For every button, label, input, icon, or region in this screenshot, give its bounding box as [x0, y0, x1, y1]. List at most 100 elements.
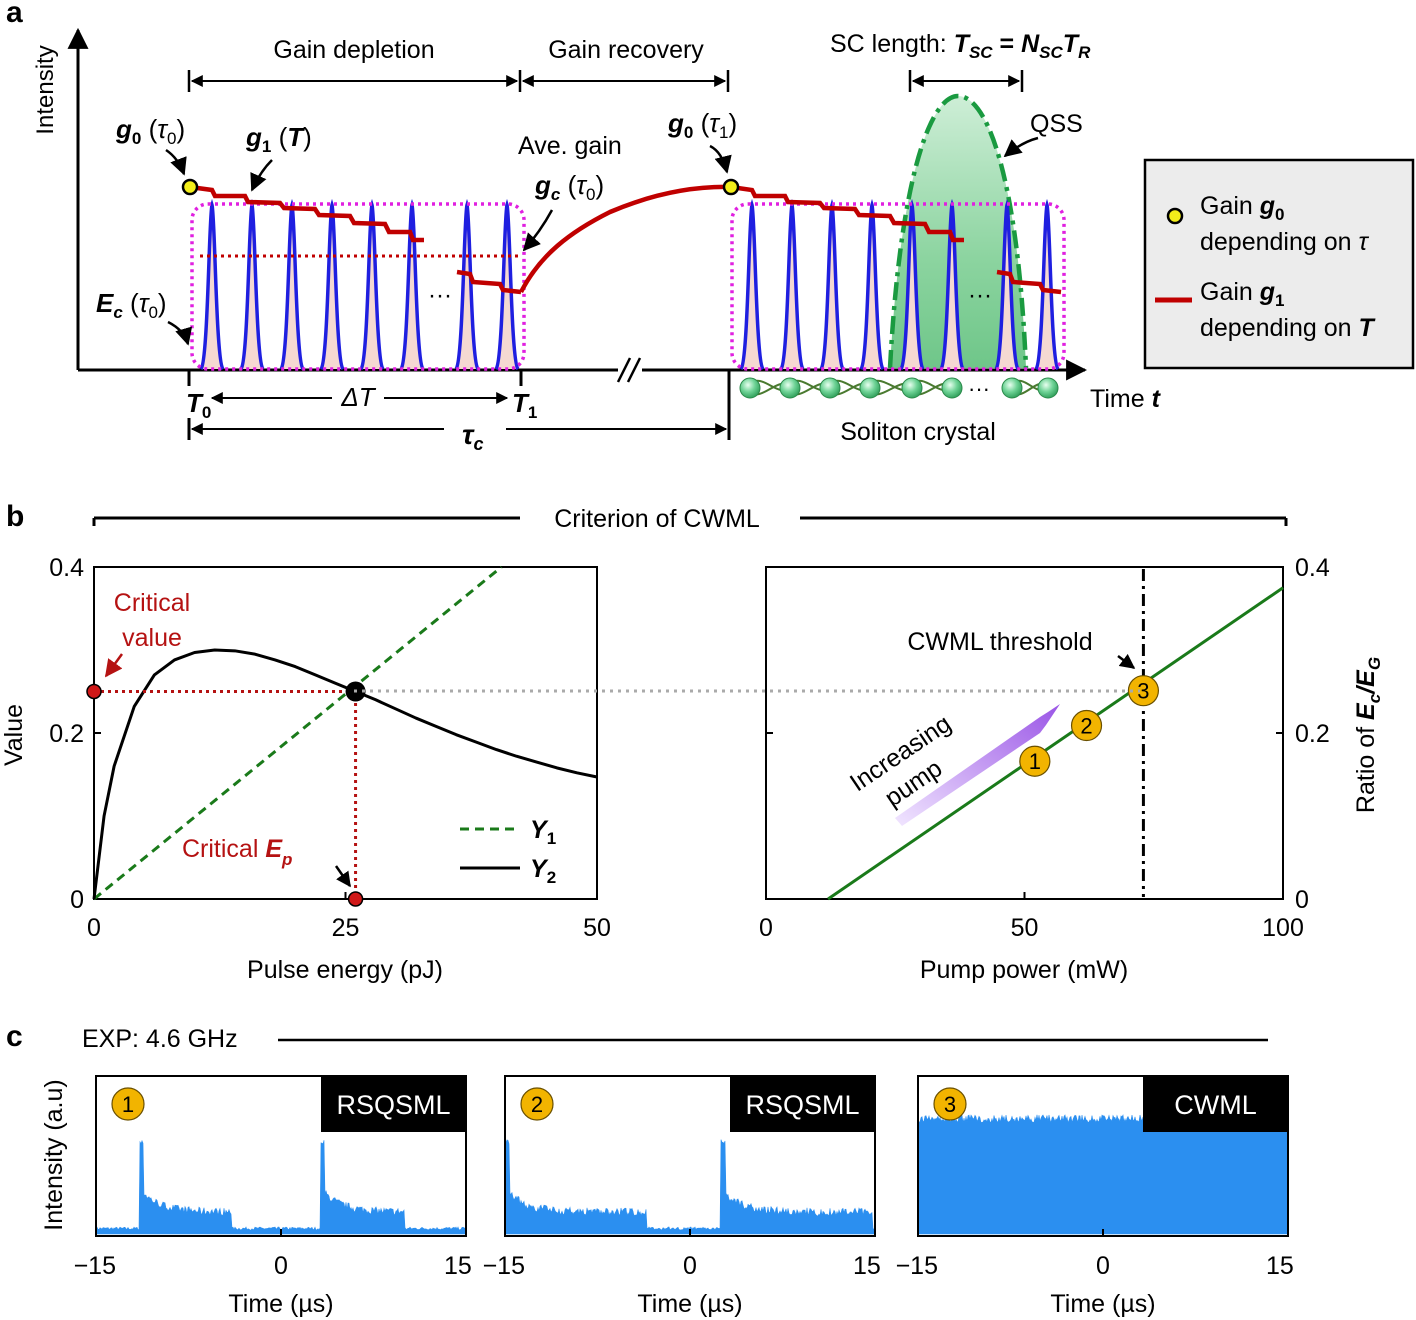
exp-badge-label-3: 3 [944, 1092, 956, 1117]
exp-mode-tag-2: RSQSML [745, 1090, 859, 1120]
qss-label: QSS [1030, 110, 1083, 138]
legend-y2-label: Y2 [530, 855, 556, 887]
b-left-xticklabel-2: 50 [583, 914, 611, 942]
exp-xticklabel-1-1: 0 [274, 1252, 288, 1280]
b-right-xticklabel-2: 100 [1262, 914, 1304, 942]
sc-length-label: SC length: TSC = NSCTR [830, 30, 1091, 62]
panel-b: b Criterion of CWML 0 25 50 0 0.2 0.4 Pulse e… [0, 500, 1384, 984]
g1-curve-left-end [456, 269, 522, 295]
ellipsis-right: ··· [968, 282, 992, 309]
g1-T-label: g1 (T) [245, 122, 312, 156]
exp-xticklabel-3-1: 0 [1096, 1252, 1110, 1280]
legend-g0-line1: Gain g0 [1200, 192, 1285, 224]
soliton-5 [941, 377, 963, 399]
series-y2-line [92, 648, 598, 900]
pulse-train-left [199, 198, 520, 371]
critical-value-marker [86, 683, 102, 700]
c-subplots: −15 0 15 Time (µs) 1 RSQSML −15 0 15 Time (µs) 2 RS… [74, 1075, 1294, 1318]
legend-g1-line2: depending on T [1200, 314, 1376, 342]
legend-a: Gain g0 depending on τ Gain g1 depending… [1143, 158, 1415, 370]
exp-mode-tag-bg-3 [1143, 1076, 1288, 1132]
exp-xticklabel-1-2: 15 [444, 1252, 472, 1280]
legend-g1-line1: Gain g1 [1200, 278, 1285, 310]
Ec-tau0-label: Ec (τ0) [96, 288, 167, 322]
pump-point-label-1: 1 [1029, 749, 1041, 774]
qss-outline [887, 93, 1029, 369]
gain-recovery-curve [518, 184, 732, 294]
soliton-3 [859, 377, 881, 399]
cwml-threshold-label: CWML threshold [907, 628, 1092, 656]
soliton-1 [779, 377, 801, 399]
b-right-plot: 1 2 3 [827, 569, 1284, 901]
T0-label: T0 [186, 388, 211, 422]
panel-a: a Intensity Time t Gain depletion Gain r… [6, 0, 1415, 454]
gain-recovery-label: Gain recovery [548, 36, 704, 64]
pump-arrow [895, 704, 1060, 826]
exp-xticklabel-2-1: 0 [683, 1252, 697, 1280]
exp-badge-1 [111, 1087, 145, 1121]
b-left-yticklabel-1: 0.2 [49, 720, 84, 748]
exp-xticklabel-1-0: −15 [74, 1252, 116, 1280]
exp-mode-tag-bg-2 [730, 1076, 875, 1132]
qss-envelope [890, 96, 1026, 368]
exp-subplot-3: −15 0 15 Time (µs) 3 CWML [896, 1075, 1294, 1318]
g0-tau1-dot [722, 178, 740, 196]
T1-label: T1 [512, 388, 537, 422]
critical-value-line2: value [122, 624, 182, 652]
criterion-title: Criterion of CWML [554, 505, 760, 533]
pump-point-3 [1127, 675, 1160, 707]
pulse-3 [319, 198, 345, 371]
exp-badge-3 [933, 1087, 967, 1121]
b-left-ylabel: Value [0, 704, 28, 766]
b-right-yticklabel-2: 0.4 [1295, 554, 1330, 582]
exp-subplot-2: −15 0 15 Time (µs) 2 RSQSML [483, 1075, 881, 1318]
exp-xlabel-1: Time (µs) [228, 1290, 333, 1318]
exp-mode-tag-bg-1 [321, 1076, 466, 1132]
pump-point-label-2: 2 [1080, 714, 1092, 739]
b-right-xticklabel-1: 50 [1011, 914, 1039, 942]
g0-tau0-label: g0 (τ0) [115, 114, 185, 148]
b-left-yticklabel-2: 0.4 [49, 554, 84, 582]
pulse-3 [859, 198, 885, 371]
axis-break [616, 357, 642, 383]
g1-curve-right [730, 184, 964, 243]
c-ylabel: Intensity (a.u) [40, 1079, 68, 1230]
gc-tau0-label: gc (τ0) [534, 170, 604, 204]
exp-xticklabel-3-2: 15 [1266, 1252, 1294, 1280]
series-ratio-line [827, 586, 1284, 901]
critical-ep-label: Critical Ep [182, 835, 292, 869]
series-y1-line [93, 565, 503, 901]
b-right-yticklabel-0: 0 [1295, 886, 1309, 914]
soliton-crystal-chain: ··· [739, 376, 1059, 401]
b-right-ylabel: Ratio of Ec/EG [1352, 657, 1384, 813]
delta-T-label: ΔT [340, 382, 376, 412]
exp-title: EXP: 4.6 GHz [82, 1025, 238, 1053]
exp-xticklabel-2-2: 15 [853, 1252, 881, 1280]
b-right-xlabel: Pump power (mW) [920, 956, 1128, 984]
g0-tau0-dot [181, 178, 199, 196]
panel-c: c EXP: 4.6 GHz Intensity (a.u) −15 0 15 Tim… [6, 1020, 1294, 1318]
exp-trace-3 [917, 1113, 1289, 1235]
a-ylabel: Intensity [32, 45, 59, 134]
soliton-ellipsis: ··· [968, 376, 990, 401]
panel-label-b: b [6, 500, 24, 533]
exp-subplot-1: −15 0 15 Time (µs) 1 RSQSML [74, 1075, 472, 1318]
g0-tau1-label: g0 (τ1) [667, 108, 737, 142]
b-left-xticklabel-1: 25 [332, 914, 360, 942]
b-left-ticks: 0 25 50 0 0.2 0.4 [49, 554, 611, 942]
exp-badge-label-2: 2 [531, 1092, 543, 1117]
b-left-xticklabel-0: 0 [87, 914, 101, 942]
pulse-7 [1034, 198, 1060, 371]
soliton-4 [901, 377, 923, 399]
tau-c-label: τc [462, 419, 483, 454]
pulse-7 [494, 198, 520, 371]
exp-mode-tag-3: CWML [1174, 1090, 1257, 1120]
legend-y1-label: Y1 [530, 816, 556, 848]
exp-xlabel-3: Time (µs) [1050, 1290, 1155, 1318]
exp-badge-2 [520, 1087, 554, 1121]
b-right-xticklabel-0: 0 [759, 914, 773, 942]
envelope-left [190, 202, 526, 371]
b-left-yticklabel-0: 0 [70, 886, 84, 914]
